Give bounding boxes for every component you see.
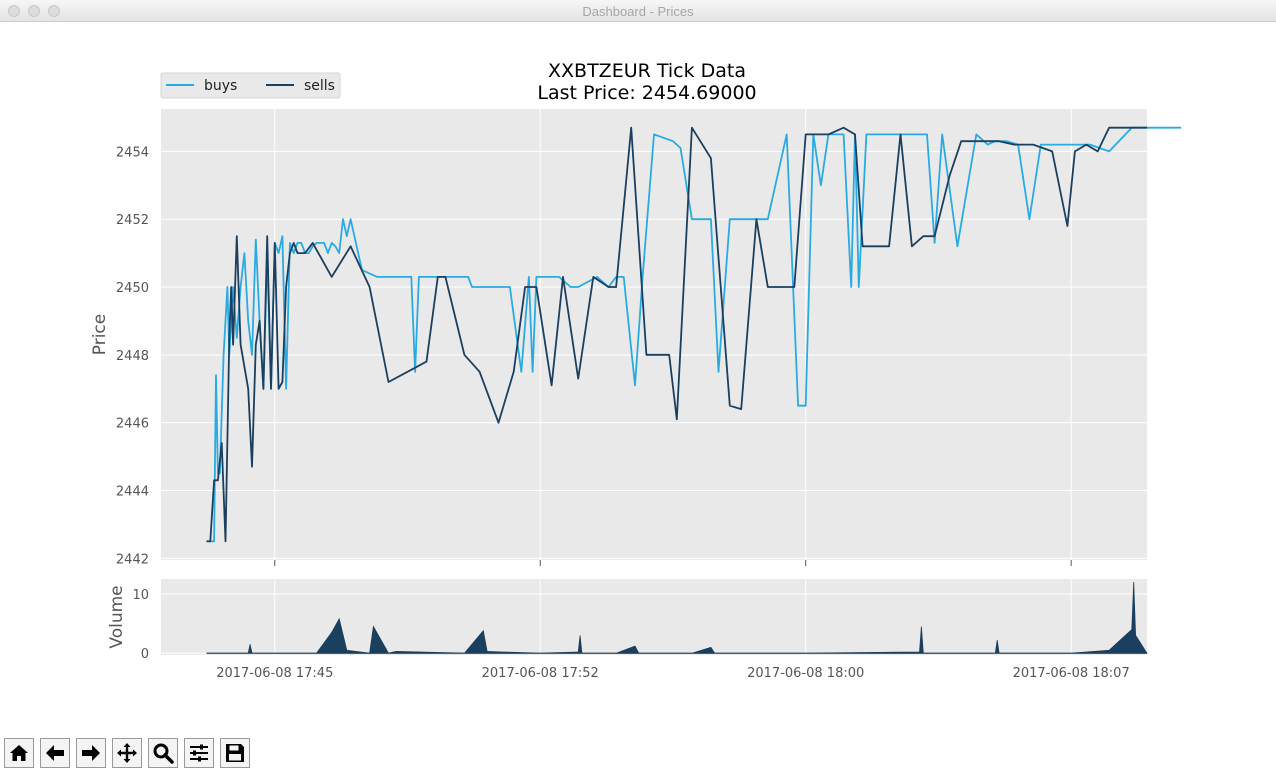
volume-y-axis-label: Volume [107,585,127,648]
zoom-icon [153,743,174,764]
volume-y-tick-label: 10 [132,588,149,603]
volume-x-ticks: 2017-06-08 17:45 2017-06-08 17:52 2017-06-… [216,666,1130,681]
forward-button[interactable] [76,738,106,768]
price-y-tick-label: 2446 [116,417,149,432]
x-tick-label: 2017-06-08 17:52 [482,666,599,681]
price-y-tick-label: 2450 [116,281,149,296]
legend-box [160,72,341,99]
chart-subtitle: Last Price: 2454.69000 [537,82,756,104]
pan-button[interactable] [112,738,142,768]
save-icon [226,744,244,762]
x-tick-label: 2017-06-08 18:07 [1013,666,1130,681]
volume-series [206,581,1148,654]
legend: buys sells [160,72,341,99]
series-line-buys [210,126,1182,543]
window-titlebar: Dashboard - Prices [0,0,1276,22]
x-tick-label: 2017-06-08 18:00 [747,666,864,681]
zoom-window-button[interactable] [48,5,60,17]
forward-arrow-icon [82,745,100,761]
figure-canvas[interactable]: 2442 2444 2446 2448 2450 2452 2454 Price XXBTZ… [0,22,1276,732]
x-tick-label: 2017-06-08 17:45 [216,666,333,681]
price-y-tick-label: 2442 [116,552,149,567]
home-button[interactable] [4,738,34,768]
save-button[interactable] [220,738,250,768]
price-y-tick-label: 2448 [116,349,149,364]
home-icon [10,745,28,761]
volume-y-ticks: 0 10 [132,588,149,662]
volume-y-tick-label: 0 [141,647,149,662]
pan-icon [117,743,137,763]
back-button[interactable] [40,738,70,768]
chart-title: XXBTZEUR Tick Data [548,60,746,82]
price-y-axis-label: Price [90,314,110,355]
configure-subplots-icon [190,744,208,762]
window-title: Dashboard - Prices [582,4,694,19]
close-window-button[interactable] [8,5,20,17]
legend-label-buys: buys [204,78,237,94]
price-y-tick-label: 2444 [116,484,149,499]
price-x-ticks [274,560,1072,566]
price-plot-area[interactable] [161,109,1147,560]
minimize-window-button[interactable] [28,5,40,17]
zoom-button[interactable] [148,738,178,768]
legend-label-sells: sells [304,78,335,94]
price-y-tick-label: 2452 [116,213,149,228]
configure-subplots-button[interactable] [184,738,214,768]
price-y-ticks: 2442 2444 2446 2448 2450 2452 2454 [116,145,149,567]
series-line-sells [206,126,1147,543]
volume-plot-area[interactable] [161,579,1147,655]
price-series [206,126,1182,543]
price-y-tick-label: 2454 [116,145,149,160]
back-arrow-icon [46,745,64,761]
